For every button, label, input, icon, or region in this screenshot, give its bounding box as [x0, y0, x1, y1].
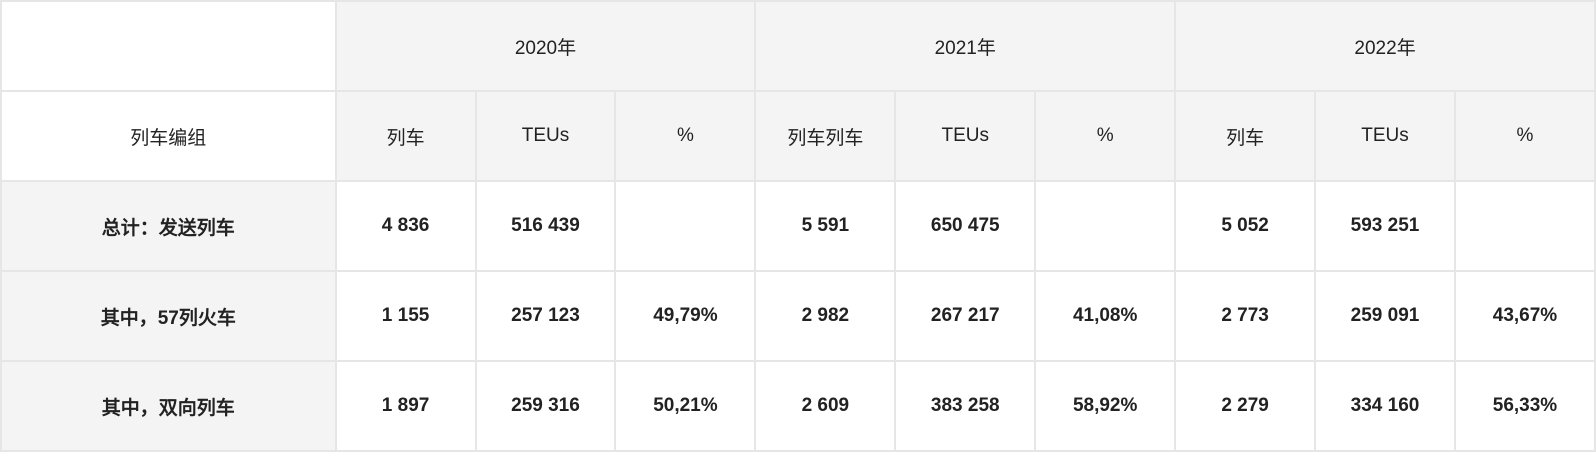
table-cell: 1 155: [334, 270, 477, 362]
table-cell: 593 251: [1314, 180, 1456, 272]
header-2020-trains: 列车: [334, 90, 477, 182]
table-cell: 2 279: [1174, 360, 1317, 452]
table-cell: 2 773: [1174, 270, 1317, 362]
table-cell: 58,92%: [1034, 360, 1177, 452]
train-formation-header: 列车编组: [0, 90, 337, 182]
header-2021-trains: 列车列车: [754, 90, 897, 182]
header-2022-teus: TEUs: [1314, 90, 1456, 182]
table-cell: 259 316: [474, 360, 617, 452]
row-label-total: 总计：发送列车: [0, 180, 337, 272]
table-cell: 56,33%: [1453, 360, 1596, 452]
table-row: 其中，双向列车 1 897 259 316 50,21% 2 609 383 2…: [0, 360, 1596, 452]
table-cell: 650 475: [894, 180, 1037, 272]
corner-cell: [0, 0, 337, 92]
sub-header-row: 列车编组 列车 TEUs % 列车列车 TEUs % 列车 TEUs %: [0, 90, 1596, 182]
header-2022-trains: 列车: [1174, 90, 1317, 182]
year-2022-header: 2022年: [1174, 0, 1596, 92]
table-cell: 2 982: [754, 270, 897, 362]
table-cell: [1034, 180, 1177, 272]
header-2021-percent: %: [1034, 90, 1177, 182]
header-2021-teus: TEUs: [894, 90, 1037, 182]
header-2022-percent: %: [1453, 90, 1596, 182]
table-cell: 383 258: [894, 360, 1037, 452]
table-cell: [614, 180, 757, 272]
header-2020-percent: %: [614, 90, 757, 182]
row-label-57-trains: 其中，57列火车: [0, 270, 337, 362]
year-header-row: 2020年 2021年 2022年: [0, 0, 1596, 92]
table-row: 其中，57列火车 1 155 257 123 49,79% 2 982 267 …: [0, 270, 1596, 362]
year-2021-header: 2021年: [754, 0, 1177, 92]
table-cell: 5 591: [754, 180, 897, 272]
header-2020-teus: TEUs: [474, 90, 617, 182]
table-cell: 50,21%: [614, 360, 757, 452]
table-cell: 2 609: [754, 360, 897, 452]
table-row: 总计：发送列车 4 836 516 439 5 591 650 475 5 05…: [0, 180, 1596, 272]
row-label-bidirectional: 其中，双向列车: [0, 360, 337, 452]
table-cell: 257 123: [474, 270, 617, 362]
table-cell: 49,79%: [614, 270, 757, 362]
table-cell: 41,08%: [1034, 270, 1177, 362]
table-cell: [1453, 180, 1596, 272]
table-cell: 267 217: [894, 270, 1037, 362]
table-cell: 43,67%: [1453, 270, 1596, 362]
table-cell: 5 052: [1174, 180, 1317, 272]
train-statistics-table: 2020年 2021年 2022年 列车编组 列车 TEUs % 列车列车 TE…: [0, 0, 1596, 452]
table-cell: 516 439: [474, 180, 617, 272]
table-cell: 259 091: [1314, 270, 1456, 362]
table-cell: 4 836: [334, 180, 477, 272]
table-cell: 1 897: [334, 360, 477, 452]
year-2020-header: 2020年: [334, 0, 757, 92]
table-cell: 334 160: [1314, 360, 1456, 452]
